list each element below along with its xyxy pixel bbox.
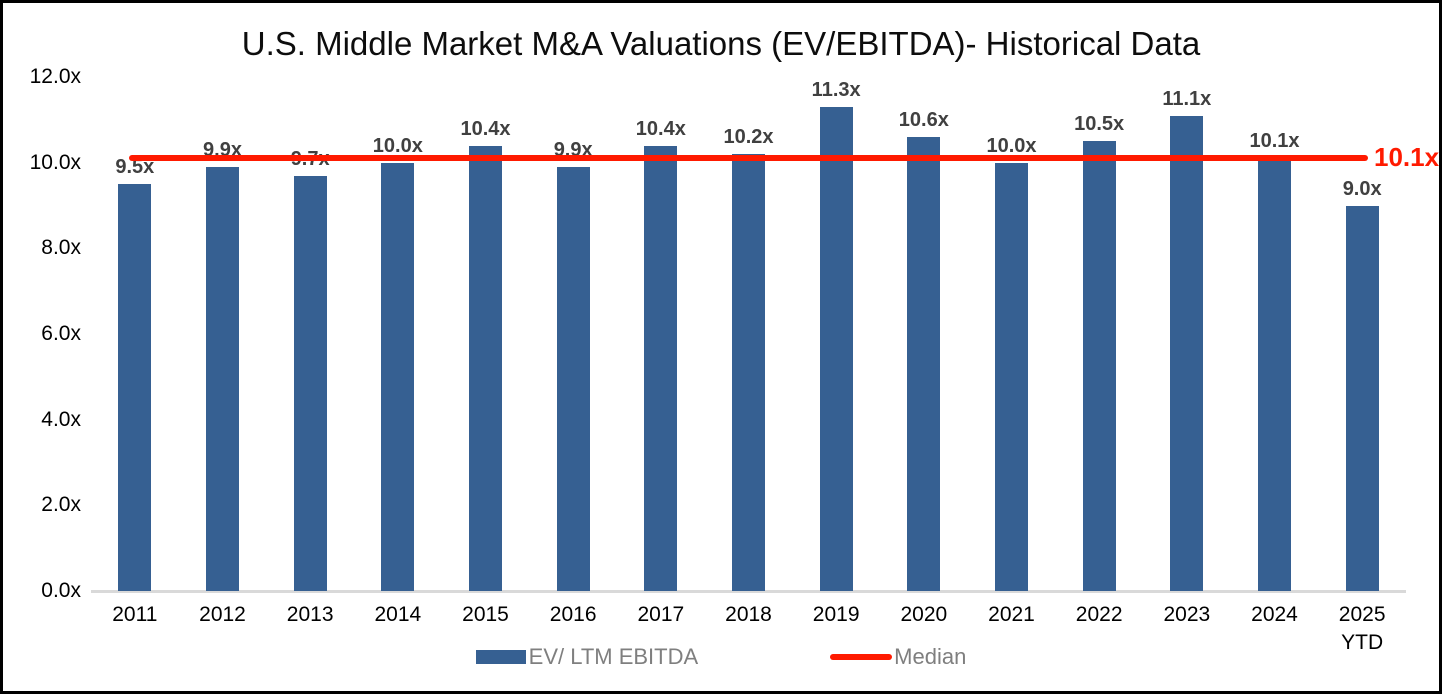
- bar-data-label: 9.5x: [115, 156, 155, 179]
- x-axis-tick-label: 2021: [988, 603, 1035, 626]
- bar-2011: [118, 184, 152, 591]
- legend-item-median: Median: [830, 644, 966, 670]
- median-line-swatch: [830, 654, 893, 660]
- bar-data-label: 10.0x: [986, 134, 1037, 157]
- bar-2022: [1082, 141, 1116, 591]
- bar-2017: [644, 145, 678, 591]
- legend-series-label: EV/ LTM EBITDA: [528, 644, 699, 669]
- y-axis-tick-label: 12.0x: [29, 65, 81, 88]
- y-axis-tick-label: 0.0x: [41, 579, 81, 602]
- x-axis-tick-label: 2025 YTD: [1338, 603, 1386, 654]
- bar-2012: [206, 166, 239, 591]
- legend-item-series: EV/ LTM EBITDA: [475, 644, 699, 670]
- x-axis-tick-label: 2018: [725, 603, 772, 626]
- median-line: [128, 155, 1369, 162]
- bar-series-swatch: [475, 650, 526, 664]
- x-axis-tick-label: 2022: [1075, 603, 1123, 626]
- x-axis-line: [91, 590, 1406, 593]
- x-axis-tick-label: 2012: [199, 603, 246, 626]
- x-axis-tick-label: 2013: [286, 603, 334, 626]
- y-axis-tick-label: 6.0x: [41, 322, 81, 345]
- bar-data-label: 10.4x: [460, 117, 511, 140]
- bar-data-label: 10.2x: [723, 126, 774, 149]
- bar-2013: [293, 175, 327, 591]
- bar-data-label: 11.1x: [1162, 87, 1212, 110]
- legend-median-label: Median: [894, 644, 967, 669]
- x-axis-tick-label: 2017: [637, 603, 685, 626]
- x-axis-tick-label: 2011: [112, 603, 158, 626]
- x-axis-tick-label: 2016: [549, 603, 597, 626]
- bar-2018: [732, 154, 765, 591]
- bar-2016: [556, 166, 590, 591]
- x-axis-tick-label: 2020: [900, 603, 948, 626]
- y-axis-tick-label: 10.0x: [29, 150, 81, 174]
- x-axis-tick-label: 2024: [1251, 603, 1298, 626]
- y-axis-tick-label: 8.0x: [41, 236, 81, 260]
- bar-data-label: 10.6x: [898, 108, 949, 131]
- bar-2015: [469, 145, 502, 591]
- legend: EV/ LTM EBITDA Median: [3, 644, 1439, 670]
- bar-data-label: 9.0x: [1342, 177, 1382, 200]
- bar-2014: [381, 162, 415, 591]
- bar-2023: [1170, 115, 1204, 591]
- chart-title: U.S. Middle Market M&A Valuations (EV/EB…: [241, 25, 1201, 62]
- bar-2019: [819, 106, 853, 591]
- x-axis-tick-label: 2014: [374, 603, 422, 626]
- x-axis-tick-label: 2023: [1163, 603, 1211, 626]
- y-axis-tick-label: 4.0x: [41, 407, 81, 431]
- bar-data-label: 10.5x: [1074, 113, 1125, 136]
- bar-data-label: 10.4x: [635, 117, 686, 140]
- y-axis-tick-label: 2.0x: [41, 493, 81, 517]
- x-axis-tick-label: 2019: [812, 603, 860, 626]
- bar-2024: [1258, 158, 1291, 591]
- bar-data-label: 10.0x: [372, 134, 423, 157]
- bar-data-label: 11.3x: [811, 78, 861, 101]
- x-axis-tick-label: 2015: [462, 603, 509, 626]
- bar-2025: [1345, 205, 1379, 591]
- y-axis: 12.0x 10.0x 8.0x 6.0x 4.0x 2.0x 0.0x: [3, 3, 81, 691]
- bar-2021: [995, 162, 1028, 591]
- x-axis: 2011 2012 2013 2014 2015 2016 2017 2018 2019 2020…: [91, 601, 1406, 661]
- plot-area: 9.5x9.9x9.7x10.0x10.4x9.9x10.4x10.2x11.3…: [91, 77, 1406, 593]
- median-value-label: 10.1x: [1374, 142, 1440, 173]
- bar-2020: [907, 136, 941, 591]
- bar-data-label: 10.1x: [1249, 130, 1300, 153]
